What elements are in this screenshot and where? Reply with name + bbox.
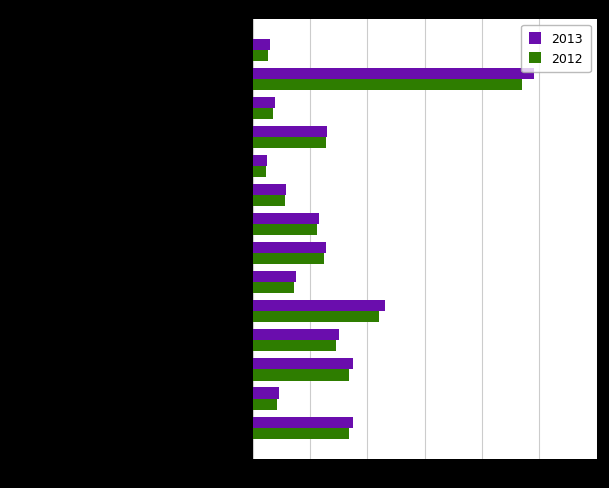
Bar (253, 224, 317, 236)
Bar (253, 387, 278, 399)
Bar (253, 399, 277, 410)
Bar (253, 214, 319, 224)
Bar (253, 312, 379, 323)
Bar (253, 166, 267, 178)
Bar (253, 156, 267, 166)
Bar (253, 370, 348, 381)
Bar (253, 80, 523, 91)
Bar (253, 254, 324, 264)
Bar (253, 196, 285, 206)
Bar (253, 341, 336, 352)
Bar (253, 184, 286, 196)
Bar (253, 40, 270, 51)
Bar (253, 68, 533, 80)
Bar (253, 330, 339, 341)
Bar (253, 272, 296, 283)
Bar (253, 98, 275, 108)
Bar (253, 243, 326, 254)
Bar (253, 283, 294, 294)
Bar (253, 108, 273, 120)
Bar (253, 301, 385, 312)
Bar (253, 138, 326, 148)
Bar (253, 359, 353, 370)
Bar (253, 417, 353, 427)
Bar (253, 51, 268, 61)
Bar (253, 126, 327, 138)
Legend: 2013, 2012: 2013, 2012 (521, 26, 591, 73)
Bar (253, 427, 349, 439)
